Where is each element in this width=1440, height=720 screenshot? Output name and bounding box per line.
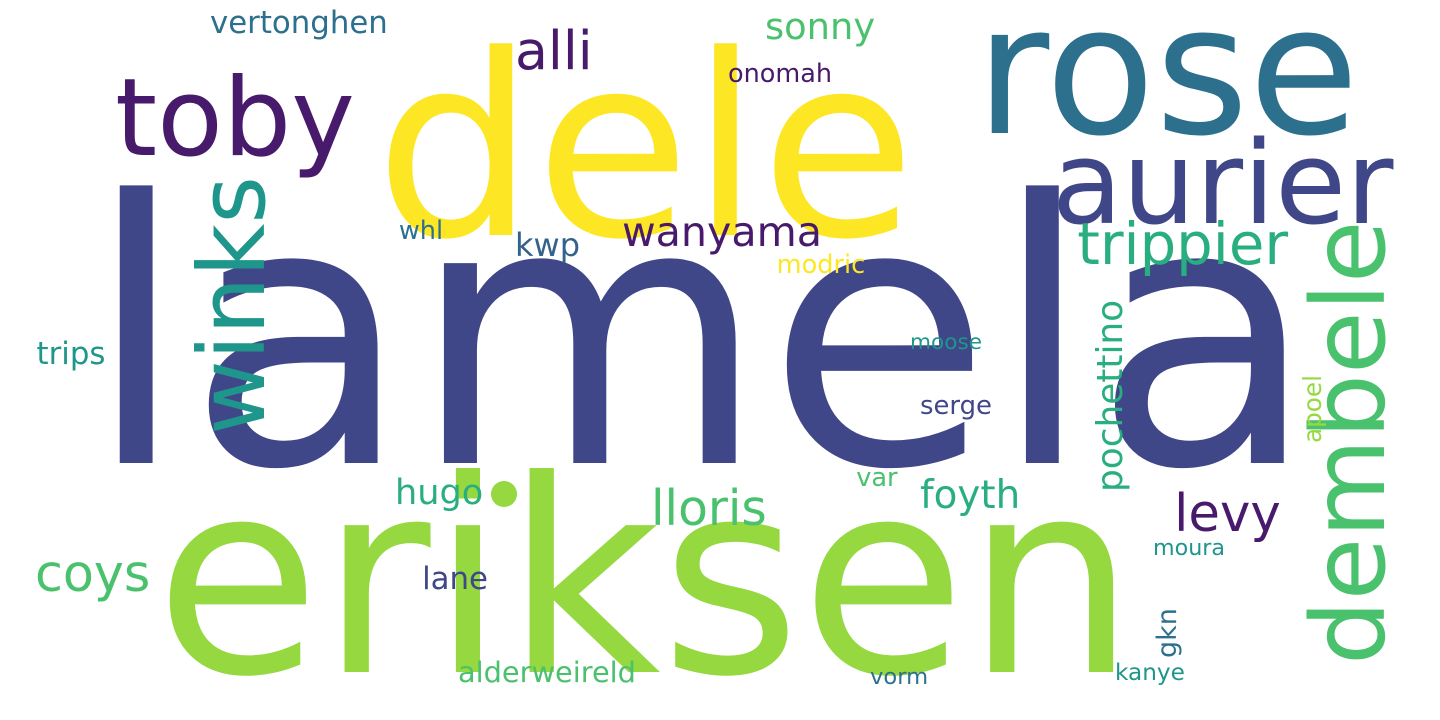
word-lane: lane — [422, 560, 488, 597]
word-moura: moura — [1153, 534, 1225, 561]
word-var: var — [856, 463, 898, 494]
word-moose: moose — [910, 330, 982, 356]
word-winks: winks — [178, 176, 286, 436]
word-kanye: kanye — [1115, 659, 1185, 687]
word-hugo: hugo — [395, 472, 484, 514]
word-lamela: lamela — [85, 124, 1317, 550]
word-apoel: apoel — [1297, 375, 1327, 443]
word-coys: coys — [35, 543, 151, 603]
word-trips: trips — [36, 335, 106, 372]
word-gkn: gkn — [1152, 608, 1184, 658]
word-pochettino: pochettino — [1090, 299, 1132, 492]
word-foyth: foyth — [920, 472, 1021, 518]
word-sonny: sonny — [765, 4, 876, 48]
word-onomah: onomah — [728, 59, 832, 90]
word-whl: whl — [398, 216, 444, 247]
word-alderweireld: alderweireld — [458, 654, 636, 689]
word-rose: rose — [975, 0, 1360, 177]
word-trippier: trippier — [1077, 209, 1289, 278]
word-toby: toby — [115, 56, 355, 182]
word-modric: modric — [776, 250, 866, 281]
word-dele: dele — [375, 0, 916, 295]
word-serge: serge — [920, 391, 992, 422]
word-kwp: kwp — [515, 225, 581, 264]
stray-dot — [491, 481, 517, 507]
word-levy: levy — [1174, 484, 1281, 545]
word-lloris: lloris — [651, 480, 767, 537]
word-vertonghen: vertonghen — [210, 4, 388, 41]
word-aurier: aurier — [1051, 117, 1394, 252]
word-vorm: vorm — [870, 663, 929, 690]
word-wanyama: wanyama — [622, 207, 823, 256]
word-eriksen: eriksen — [155, 423, 1136, 720]
word-alli: alli — [514, 19, 593, 83]
